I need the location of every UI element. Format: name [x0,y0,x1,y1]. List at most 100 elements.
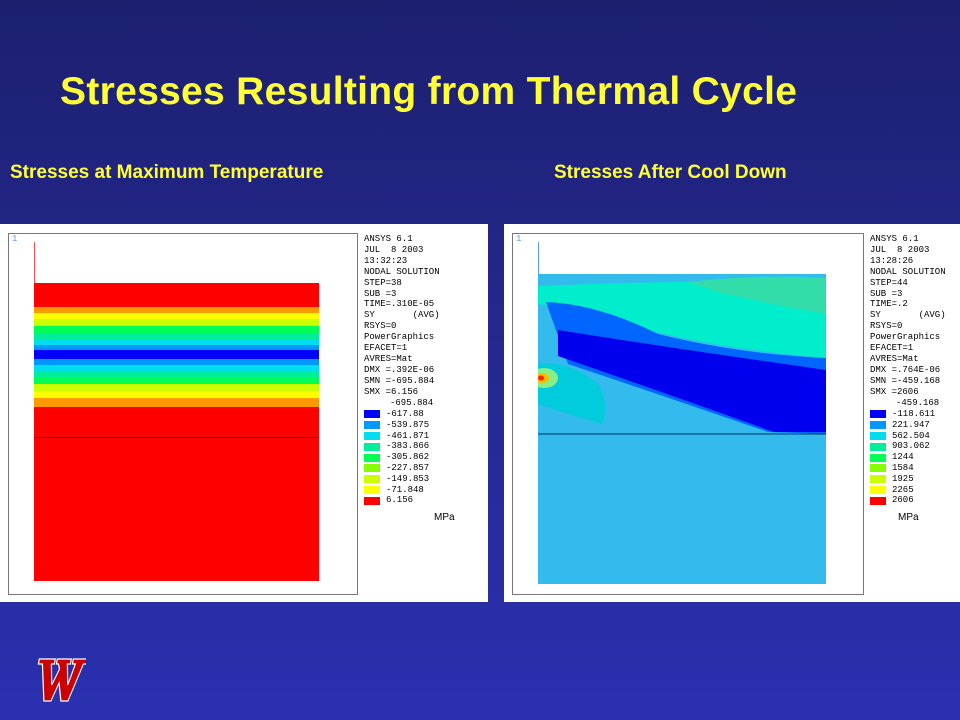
info-line: SY (AVG) [364,310,440,321]
legend-value: 1584 [892,462,914,473]
legend-row: -617.88 [364,409,429,420]
legend-swatch [364,442,380,451]
legend-row: -461.871 [364,431,429,442]
legend-value: -149.853 [386,473,430,484]
legend-value: 1244 [892,452,914,463]
legend-swatch [870,410,886,419]
wisconsin-w-logo [37,658,86,702]
legend-value: -459.168 [896,398,940,408]
legend-row: -71.848 [364,485,429,496]
legend-swatch [870,485,886,494]
right-heading: Stresses After Cool Down [554,162,787,183]
info-line: STEP=38 [364,277,402,288]
legend-swatch [870,431,886,440]
legend-swatch [870,453,886,462]
info-line: EFACET=1 [364,343,408,354]
info-line: SY (AVG) [870,310,946,321]
info-line: TIME=.310E-05 [364,299,435,310]
info-line: RSYS=0 [870,321,903,332]
legend-value: -695.884 [390,398,434,408]
slide-title: Stresses Resulting from Thermal Cycle [60,70,798,113]
legend-value: -617.88 [386,408,424,419]
info-line: SMN =-695.884 [364,375,435,386]
info-line: 13:32:23 [364,255,408,266]
legend-row: 1925 [870,474,935,485]
legend-value: -227.857 [386,462,430,473]
right-compression-band [558,330,826,432]
legend-value: 2606 [892,495,914,506]
left-unit-label: MPa [434,512,455,523]
legend-value: 562.504 [892,430,930,441]
info-line: 13:28:26 [870,255,914,266]
left-info-block: ANSYS 6.1 JUL 8 2003 13:32:23 NODAL SOLU… [364,234,440,398]
left-plot-frame [8,233,358,595]
legend-swatch [870,442,886,451]
info-line: ANSYS 6.1 [364,234,413,244]
legend-row: -149.853 [364,474,429,485]
legend-row: 2265 [870,485,935,496]
right-corner-mark: 1 [516,234,522,244]
left-legend: -617.88 -539.875 -461.871 -383.866 -305.… [364,409,429,506]
info-line: PowerGraphics [364,332,435,343]
legend-value: 2265 [892,484,914,495]
legend-swatch [364,421,380,430]
legend-swatch [870,475,886,484]
legend-swatch [364,485,380,494]
info-line: STEP=44 [870,277,908,288]
info-line: SUB =3 [364,288,397,299]
left-legend-values: -695.884 [390,398,433,409]
legend-swatch [364,431,380,440]
left-contour-plot [34,283,319,581]
info-line: NODAL SOLUTION [364,266,440,277]
legend-row: 221.947 [870,420,935,431]
legend-row: 2606 [870,495,935,506]
legend-swatch [870,421,886,430]
legend-value: -461.871 [386,430,430,441]
legend-swatch [870,464,886,473]
right-legend: -118.611 221.947 562.504 903.062 1244 15… [870,409,935,506]
legend-value: -539.875 [386,419,430,430]
info-line: SMX =2606 [870,386,919,397]
info-line: AVRES=Mat [364,353,413,364]
info-line: ANSYS 6.1 [870,234,919,244]
right-hotspot-core [538,375,544,381]
legend-row: -118.611 [870,409,935,420]
legend-value: 903.062 [892,441,930,452]
legend-value: 6.156 [386,495,414,506]
legend-row: 1584 [870,463,935,474]
info-line: DMX =.392E-06 [364,364,435,375]
right-legend-values: -459.168 [896,398,939,409]
legend-value: -383.866 [386,441,430,452]
right-plot-frame [512,233,864,595]
info-line: NODAL SOLUTION [870,266,946,277]
legend-swatch [364,453,380,462]
info-line: JUL 8 2003 [364,244,424,255]
right-info-block: ANSYS 6.1 JUL 8 2003 13:28:26 NODAL SOLU… [870,234,946,398]
left-axis-marker [34,242,35,284]
right-stress-plot-panel: 1 ANSYS 6.1 JUL 8 2003 13:28:26 NODAL SO… [504,224,960,602]
legend-row: -383.866 [364,441,429,452]
right-unit-label: MPa [898,512,919,523]
left-stress-bands [34,283,319,581]
info-line: RSYS=0 [364,321,397,332]
legend-value: 221.947 [892,419,930,430]
info-line: PowerGraphics [870,332,941,343]
legend-value: -118.611 [892,408,936,419]
legend-row: -305.862 [364,452,429,463]
left-corner-mark: 1 [12,234,18,244]
info-line: SUB =3 [870,288,903,299]
left-material-boundary [34,437,319,438]
legend-row: -227.857 [364,463,429,474]
right-upper-corner-band [688,276,826,314]
left-heading: Stresses at Maximum Temperature [10,162,324,183]
info-line: EFACET=1 [870,343,914,354]
legend-swatch [364,410,380,419]
legend-row: 1244 [870,452,935,463]
legend-row: 6.156 [364,495,429,506]
info-line: AVRES=Mat [870,353,919,364]
legend-value: -305.862 [386,452,430,463]
info-line: SMN =-459.168 [870,375,941,386]
info-line: SMX =6.156 [364,386,419,397]
legend-swatch [870,496,886,505]
legend-swatch [364,475,380,484]
